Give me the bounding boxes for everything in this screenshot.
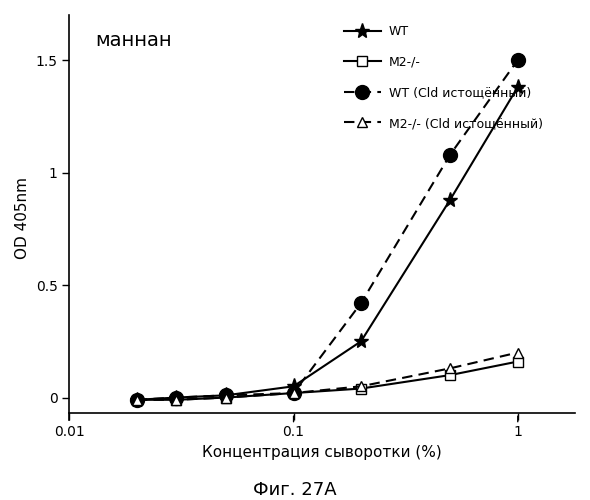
Text: маннан: маннан bbox=[95, 31, 172, 50]
Y-axis label: OD 405nm: OD 405nm bbox=[15, 176, 30, 258]
Legend: WT, M2-/-, WT (Cld истощённый), M2-/- (Cld истощённый): WT, M2-/-, WT (Cld истощённый), M2-/- (C… bbox=[343, 26, 543, 130]
X-axis label: Концентрация сыворотки (%): Концентрация сыворотки (%) bbox=[202, 444, 442, 460]
Text: Фиг. 27А: Фиг. 27А bbox=[253, 481, 337, 499]
